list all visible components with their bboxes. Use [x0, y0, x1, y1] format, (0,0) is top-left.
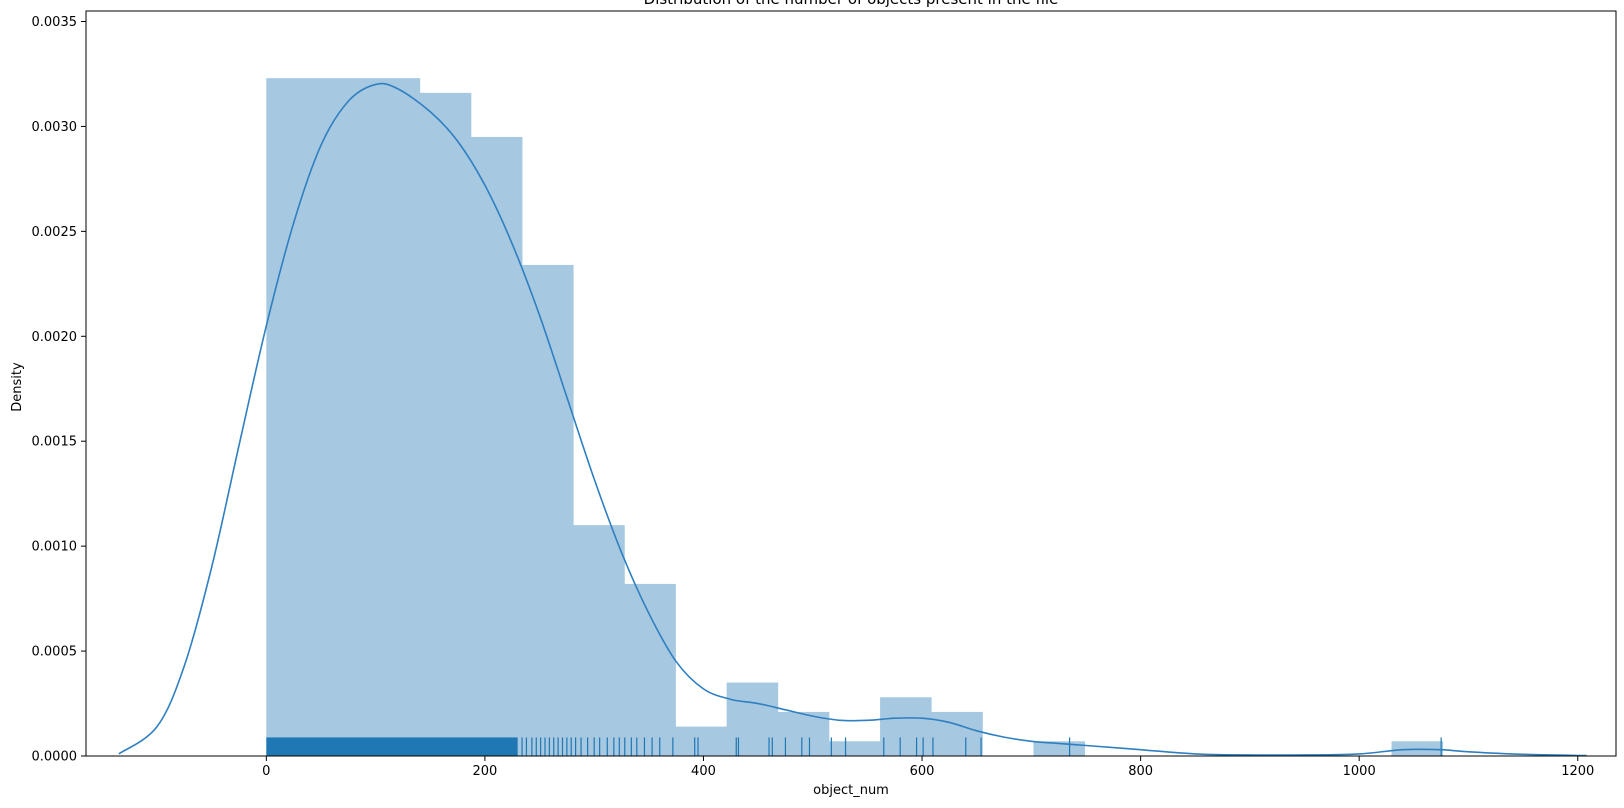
y-tick-label: 0.0025 [32, 225, 78, 240]
histogram-bar [624, 583, 676, 756]
histogram-bar [931, 711, 983, 756]
y-tick-label: 0.0035 [32, 15, 78, 30]
chart-title: Distribution of the number of objects pr… [644, 0, 1059, 8]
histogram-bar [777, 711, 830, 756]
histogram-bars [266, 78, 1444, 757]
histogram-bar [726, 682, 779, 756]
histogram-bar [522, 264, 574, 756]
y-tick-label: 0.0005 [32, 645, 78, 660]
y-tick-label: 0.0015 [32, 435, 78, 450]
plot-frame [85, 10, 1617, 757]
x-tick-label: 1000 [1343, 764, 1376, 779]
x-tick-label: 600 [910, 764, 935, 779]
x-axis-ticks: 0 200 400 600 800 1000 1200 [262, 756, 1594, 779]
y-tick-label: 0.0000 [32, 750, 78, 765]
rug-plot [266, 737, 1442, 756]
x-tick-label: 400 [691, 764, 716, 779]
histogram-bar [573, 525, 625, 756]
x-tick-label: 0 [262, 764, 270, 779]
y-axis-label: Density [10, 362, 25, 412]
histogram-bar [266, 78, 318, 756]
histogram-bar [828, 741, 881, 756]
histogram-bar [675, 726, 728, 756]
kde-curve [118, 82, 1587, 757]
y-tick-label: 0.0020 [32, 330, 78, 345]
histogram-bar [368, 78, 421, 756]
y-axis-ticks: 0.0000 0.0005 0.0010 0.0015 0.0020 0.0025 0.00… [32, 15, 86, 765]
histogram-bar [880, 697, 932, 756]
x-axis-label: object_num [813, 783, 889, 798]
histogram-bar [419, 92, 472, 757]
x-tick-label: 1200 [1561, 764, 1594, 779]
histogram-bar [470, 136, 523, 757]
rug-dense-band [266, 737, 518, 756]
x-tick-label: 200 [472, 764, 497, 779]
histogram-bar [317, 78, 370, 756]
y-tick-label: 0.0030 [32, 120, 78, 135]
y-tick-label: 0.0010 [32, 540, 78, 555]
x-tick-label: 800 [1128, 764, 1153, 779]
